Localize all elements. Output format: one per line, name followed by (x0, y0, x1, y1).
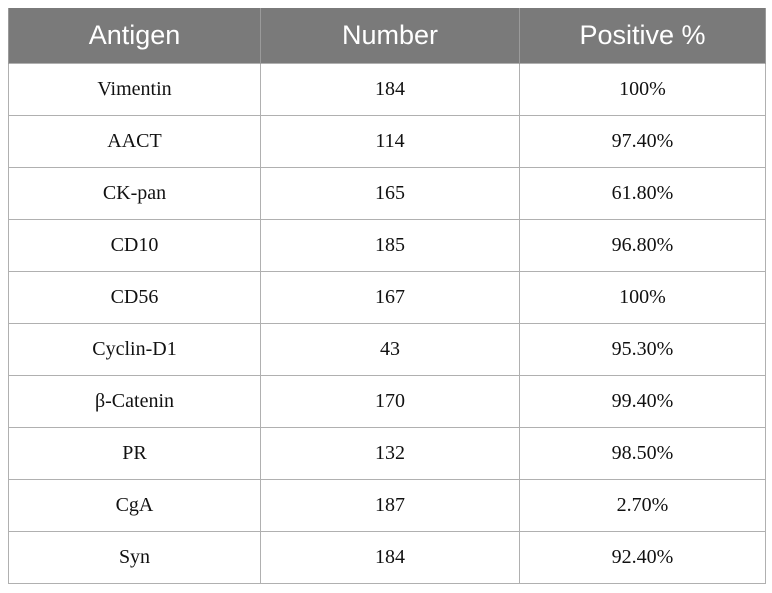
table-row: Vimentin 184 100% (8, 63, 766, 116)
positive-cell: 100% (519, 271, 766, 324)
table-row: CD10 185 96.80% (8, 219, 766, 272)
column-header-number: Number (260, 8, 520, 64)
table-row: PR 132 98.50% (8, 427, 766, 480)
table-row: AACT 114 97.40% (8, 115, 766, 168)
positive-cell: 97.40% (519, 115, 766, 168)
number-cell: 184 (260, 531, 520, 584)
table-row: CgA 187 2.70% (8, 479, 766, 532)
antigen-cell: Syn (8, 531, 261, 584)
antigen-cell: AACT (8, 115, 261, 168)
antigen-table: Antigen Number Positive % Vimentin 184 1… (8, 8, 766, 584)
antigen-cell: CD56 (8, 271, 261, 324)
antigen-cell: CgA (8, 479, 261, 532)
positive-cell: 95.30% (519, 323, 766, 376)
table-row: Syn 184 92.40% (8, 531, 766, 584)
positive-cell: 96.80% (519, 219, 766, 272)
number-cell: 185 (260, 219, 520, 272)
number-cell: 43 (260, 323, 520, 376)
number-cell: 170 (260, 375, 520, 428)
antigen-cell: CD10 (8, 219, 261, 272)
positive-cell: 99.40% (519, 375, 766, 428)
antigen-cell: CK-pan (8, 167, 261, 220)
positive-cell: 92.40% (519, 531, 766, 584)
number-cell: 184 (260, 63, 520, 116)
positive-cell: 2.70% (519, 479, 766, 532)
number-cell: 114 (260, 115, 520, 168)
number-cell: 187 (260, 479, 520, 532)
column-header-antigen: Antigen (8, 8, 261, 64)
table-header: Antigen Number Positive % (8, 8, 766, 64)
number-cell: 165 (260, 167, 520, 220)
table-row: CK-pan 165 61.80% (8, 167, 766, 220)
table-row: CD56 167 100% (8, 271, 766, 324)
table-row: Cyclin-D1 43 95.30% (8, 323, 766, 376)
number-cell: 132 (260, 427, 520, 480)
header-row: Antigen Number Positive % (8, 8, 766, 64)
number-cell: 167 (260, 271, 520, 324)
antigen-cell: PR (8, 427, 261, 480)
antigen-cell: Vimentin (8, 63, 261, 116)
positive-cell: 98.50% (519, 427, 766, 480)
positive-cell: 61.80% (519, 167, 766, 220)
column-header-positive: Positive % (519, 8, 766, 64)
antigen-table-container: Antigen Number Positive % Vimentin 184 1… (8, 8, 766, 584)
antigen-cell: Cyclin-D1 (8, 323, 261, 376)
antigen-cell: β-Catenin (8, 375, 261, 428)
positive-cell: 100% (519, 63, 766, 116)
table-body: Vimentin 184 100% AACT 114 97.40% CK-pan… (8, 63, 766, 584)
table-row: β-Catenin 170 99.40% (8, 375, 766, 428)
